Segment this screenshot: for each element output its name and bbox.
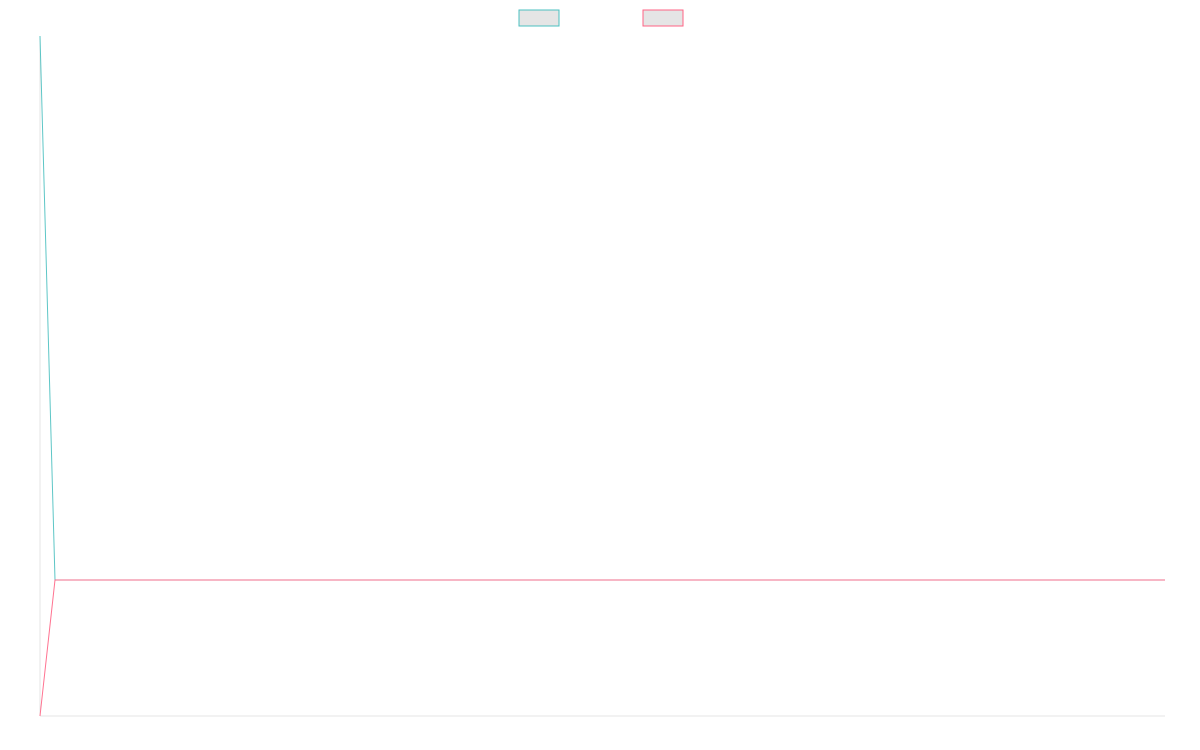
series-line-1: [39, 35, 1165, 581]
series-layer: [39, 35, 1165, 717]
legend-swatch-1[interactable]: [518, 9, 560, 27]
axes: [39, 36, 1165, 717]
legend-item-1[interactable]: [518, 9, 560, 27]
legend-swatch-2[interactable]: [642, 9, 684, 27]
series-line-2: [39, 579, 1165, 717]
legend: [518, 9, 684, 27]
legend-item-2[interactable]: [642, 9, 684, 27]
